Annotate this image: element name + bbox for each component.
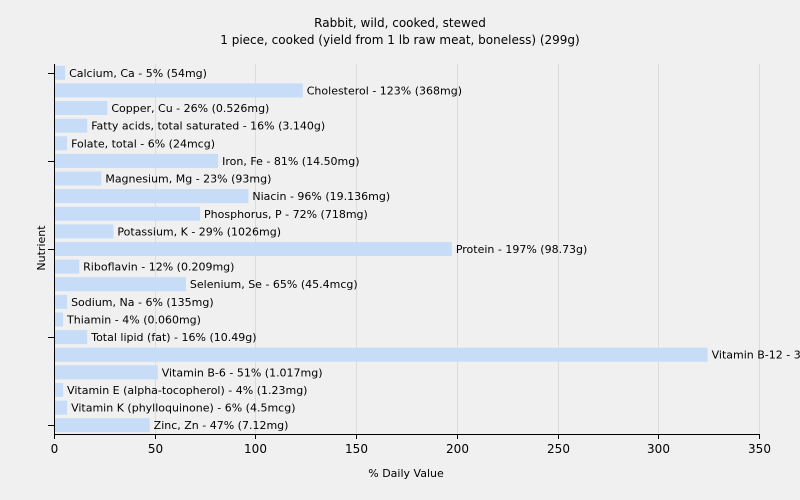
bar-1 <box>55 83 303 98</box>
bar-11 <box>55 259 80 274</box>
bar-12 <box>55 277 186 292</box>
bar-4 <box>55 136 68 151</box>
bar-9 <box>55 224 114 239</box>
x-tick-label-5: 250 <box>547 442 570 456</box>
bar-label-7: Niacin - 96% (19.136mg) <box>252 190 390 203</box>
bar-20 <box>55 418 150 433</box>
bar-label-20: Zinc, Zn - 47% (7.12mg) <box>154 419 289 432</box>
bar-label-15: Total lipid (fat) - 16% (10.49g) <box>90 331 256 344</box>
bar-6 <box>55 171 102 186</box>
bar-8 <box>55 206 201 221</box>
bar-label-1: Cholesterol - 123% (368mg) <box>307 84 462 97</box>
bar-label-2: Copper, Cu - 26% (0.526mg) <box>111 102 269 115</box>
x-tick-label-3: 150 <box>345 442 368 456</box>
bar-label-14: Thiamin - 4% (0.060mg) <box>66 313 201 326</box>
bar-label-18: Vitamin E (alpha-tocopherol) - 4% (1.23m… <box>67 384 307 397</box>
bar-label-9: Potassium, K - 29% (1026mg) <box>117 225 281 238</box>
y-axis-title: Nutrient <box>35 225 48 271</box>
chart-title: Rabbit, wild, cooked, stewed <box>314 16 486 30</box>
x-tick-label-6: 300 <box>647 442 670 456</box>
x-axis-title: % Daily Value <box>368 467 444 480</box>
bar-label-4: Folate, total - 6% (24mcg) <box>71 137 215 150</box>
bar-label-10: Protein - 197% (98.73g) <box>456 243 588 256</box>
bar-label-19: Vitamin K (phylloquinone) - 6% (4.5mcg) <box>71 402 295 415</box>
bar-2 <box>55 101 108 116</box>
x-tick-label-2: 100 <box>244 442 267 456</box>
bar-19 <box>55 400 68 415</box>
x-tick-label-0: 0 <box>51 442 59 456</box>
bar-label-0: Calcium, Ca - 5% (54mg) <box>69 67 207 80</box>
bar-5 <box>55 153 219 168</box>
bar-label-5: Iron, Fe - 81% (14.50mg) <box>222 155 359 168</box>
bar-label-6: Magnesium, Mg - 23% (93mg) <box>105 173 271 186</box>
bar-15 <box>55 330 88 345</box>
bar-0 <box>55 65 66 80</box>
bar-3 <box>55 118 88 133</box>
bar-10 <box>55 242 452 256</box>
bar-7 <box>55 189 249 204</box>
bar-label-16: Vitamin B-12 - 324% (19.46mcg) <box>712 349 800 362</box>
bar-13 <box>55 294 68 309</box>
bar-label-11: Riboflavin - 12% (0.209mg) <box>83 261 234 274</box>
bar-label-17: Vitamin B-6 - 51% (1.017mg) <box>162 366 323 379</box>
x-tick-label-7: 350 <box>748 442 771 456</box>
x-tick-label-1: 50 <box>148 442 163 456</box>
bar-16 <box>55 347 708 362</box>
bar-label-8: Phosphorus, P - 72% (718mg) <box>204 208 368 221</box>
bars-group: Calcium, Ca - 5% (54mg) Cholesterol - 123… <box>55 65 800 433</box>
x-tick-label-4: 200 <box>446 442 469 456</box>
bar-18 <box>55 382 64 397</box>
bar-14 <box>55 312 64 327</box>
bar-label-13: Sodium, Na - 6% (135mg) <box>71 296 214 309</box>
chart-subtitle: 1 piece, cooked (yield from 1 lb raw mea… <box>220 33 579 47</box>
bar-17 <box>55 365 158 380</box>
axes-group: 0 50 100 150 200 250 300 350 <box>48 64 771 456</box>
bar-label-12: Selenium, Se - 65% (45.4mcg) <box>190 278 358 291</box>
bar-label-3: Fatty acids, total saturated - 16% (3.14… <box>91 120 325 133</box>
